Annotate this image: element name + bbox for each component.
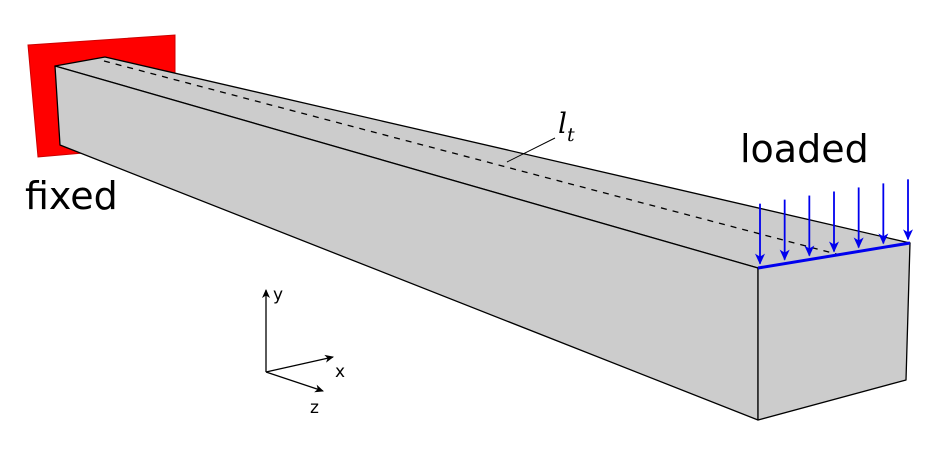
z-axis-arrow [265, 371, 324, 393]
load-arrows [755, 179, 913, 265]
fixed-label: fixed [25, 174, 118, 218]
length-leader-line [506, 137, 556, 163]
loaded-label: loaded [740, 127, 869, 171]
length-label: lt [558, 107, 575, 146]
x-axis-label: x [335, 362, 345, 382]
beam-end-face [757, 242, 911, 421]
coordinate-axes: y x z [262, 285, 345, 418]
loaded-edge [757, 241, 911, 270]
y-axis-label: y [273, 285, 283, 305]
beam-front-face [54, 65, 759, 421]
x-axis-arrow [265, 354, 334, 373]
z-axis-label: z [310, 398, 319, 418]
